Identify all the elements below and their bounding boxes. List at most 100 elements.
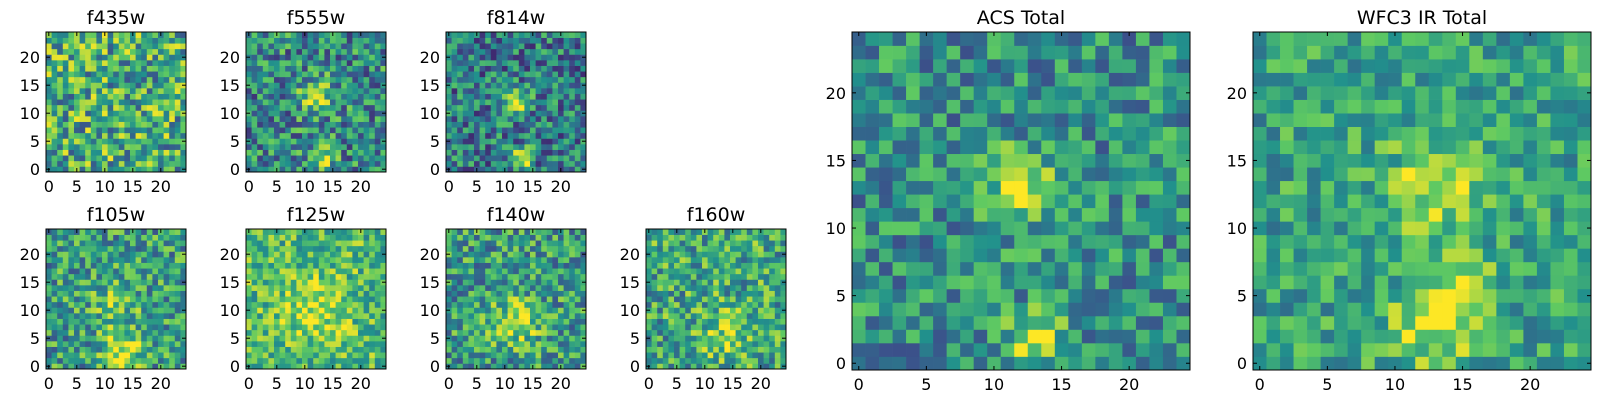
heatmap-cell bbox=[558, 93, 564, 100]
heatmap-cell bbox=[496, 144, 503, 150]
heatmap-cell bbox=[302, 307, 308, 314]
heatmap-cell bbox=[146, 88, 153, 94]
heatmap-cell bbox=[352, 341, 359, 347]
heatmap-cell bbox=[268, 93, 275, 100]
heatmap-cell bbox=[735, 251, 742, 258]
heatmap-cell bbox=[485, 132, 492, 139]
heatmap-cell bbox=[380, 262, 387, 269]
heatmap-cell bbox=[330, 262, 336, 269]
heatmap-cell bbox=[457, 60, 464, 66]
heatmap-cell bbox=[552, 335, 559, 342]
heatmap-cell bbox=[318, 144, 325, 150]
heatmap-cell bbox=[257, 318, 264, 325]
heatmap-cell bbox=[102, 346, 108, 353]
heatmap-cell bbox=[1027, 248, 1042, 263]
heatmap-cell bbox=[279, 160, 286, 167]
heatmap-cell bbox=[502, 43, 508, 50]
heatmap-cell bbox=[346, 240, 353, 247]
heatmap-cell bbox=[163, 313, 170, 319]
heatmap-cell bbox=[163, 93, 170, 100]
heatmap-cell bbox=[518, 285, 525, 291]
heatmap-cell bbox=[468, 357, 475, 364]
heatmap-cell bbox=[1014, 302, 1029, 317]
heatmap-cell bbox=[174, 273, 181, 280]
heatmap-cell bbox=[780, 285, 787, 291]
heatmap-cell bbox=[257, 144, 264, 150]
heatmap-cell bbox=[274, 76, 280, 83]
heatmap-cell bbox=[457, 262, 464, 269]
heatmap-cell bbox=[713, 346, 720, 353]
heatmap-cell bbox=[174, 121, 181, 128]
x-tick-label: 15 bbox=[523, 374, 543, 393]
heatmap-cell bbox=[174, 262, 181, 269]
heatmap-cell bbox=[518, 279, 525, 286]
heatmap-cell bbox=[279, 341, 286, 347]
heatmap-cell bbox=[987, 275, 1002, 290]
heatmap-cell bbox=[690, 229, 697, 235]
heatmap-cell bbox=[262, 43, 269, 50]
heatmap-cell bbox=[296, 149, 303, 156]
heatmap-cell bbox=[130, 273, 136, 280]
heatmap-cell bbox=[446, 155, 452, 162]
heatmap-cell bbox=[169, 99, 176, 106]
heatmap-cell bbox=[518, 155, 525, 162]
heatmap-cell bbox=[524, 132, 531, 139]
heatmap-cell bbox=[296, 234, 303, 241]
heatmap-cell bbox=[507, 132, 514, 139]
heatmap-cell bbox=[490, 82, 497, 89]
heatmap-cell bbox=[662, 273, 669, 280]
heatmap-cell bbox=[1054, 315, 1069, 330]
heatmap-cell bbox=[74, 285, 80, 291]
heatmap-cell bbox=[279, 273, 286, 280]
heatmap-cell bbox=[774, 341, 781, 347]
heatmap-cell bbox=[696, 363, 703, 370]
heatmap-cell bbox=[707, 363, 714, 370]
heatmap-cell bbox=[85, 279, 92, 286]
heatmap-cell bbox=[535, 132, 542, 139]
heatmap-cell bbox=[335, 262, 342, 269]
heatmap-cell bbox=[102, 43, 108, 50]
heatmap-cell bbox=[451, 88, 458, 94]
heatmap-cell bbox=[51, 290, 58, 297]
heatmap-cell bbox=[363, 324, 370, 331]
heatmap-cell bbox=[324, 127, 331, 134]
heatmap-cell bbox=[530, 76, 536, 83]
heatmap-cell bbox=[169, 132, 176, 139]
heatmap-cell bbox=[346, 268, 353, 275]
heatmap-cell bbox=[346, 104, 353, 111]
heatmap-cell bbox=[462, 229, 469, 235]
heatmap-cell bbox=[530, 48, 536, 55]
heatmap-cell bbox=[763, 352, 770, 359]
heatmap-cell bbox=[546, 357, 553, 364]
heatmap-cell bbox=[524, 290, 531, 297]
heatmap-cell bbox=[718, 240, 725, 247]
heatmap-cell bbox=[318, 149, 325, 156]
heatmap-cell bbox=[57, 32, 64, 38]
heatmap-cell bbox=[124, 324, 131, 331]
heatmap-cell bbox=[307, 341, 314, 347]
heatmap-cell bbox=[752, 318, 759, 325]
heatmap-cell bbox=[690, 268, 697, 275]
heatmap-cell bbox=[369, 296, 376, 303]
heatmap-cell bbox=[296, 132, 303, 139]
heatmap-cell bbox=[474, 313, 480, 319]
heatmap-cell bbox=[507, 285, 514, 291]
heatmap-cell bbox=[62, 229, 69, 235]
heatmap-cell bbox=[169, 335, 176, 342]
heatmap-cell bbox=[1095, 329, 1110, 344]
heatmap-cell bbox=[730, 352, 736, 359]
heatmap-cell bbox=[374, 76, 381, 83]
heatmap-cell bbox=[113, 285, 120, 291]
heatmap-cell bbox=[468, 138, 475, 145]
heatmap-cell bbox=[479, 285, 486, 291]
heatmap-cell bbox=[251, 65, 258, 72]
heatmap-cell bbox=[735, 257, 742, 263]
heatmap-cell bbox=[933, 248, 947, 263]
heatmap-cell bbox=[85, 43, 92, 50]
heatmap-cell bbox=[702, 329, 708, 336]
heatmap-cell bbox=[502, 307, 508, 314]
heatmap-cell bbox=[919, 234, 934, 249]
heatmap-cell bbox=[85, 160, 92, 167]
heatmap-cell bbox=[296, 71, 303, 78]
heatmap-cell bbox=[987, 234, 1002, 249]
